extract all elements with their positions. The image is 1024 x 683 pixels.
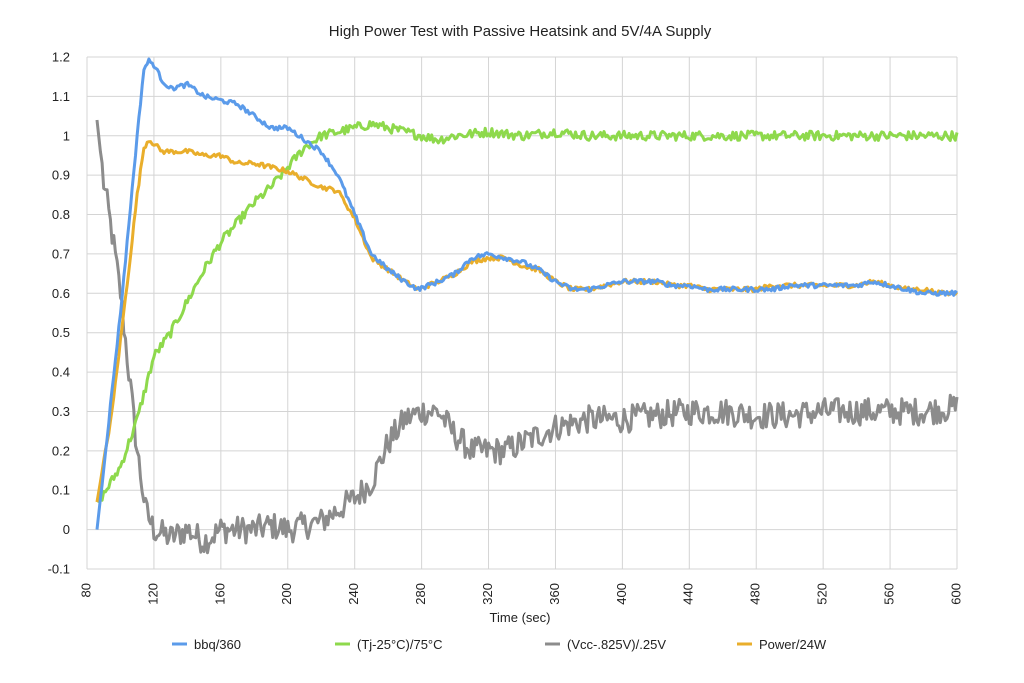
x-tick-label: 440 [681,583,696,605]
x-tick-label: 320 [480,583,495,605]
grid [86,56,958,570]
legend-label: bbq/360 [194,637,241,652]
legend-label: (Tj-25°C)/75°C [357,637,443,652]
x-tick-label: 240 [346,583,361,605]
x-tick-label: 560 [882,583,897,605]
legend-label: (Vcc-.825V)/.25V [567,637,666,652]
y-tick-label: 1.2 [52,50,70,65]
series-line [95,119,959,555]
series-line [95,140,959,503]
series-line [95,57,958,530]
x-tick-label: 280 [413,583,428,605]
x-axis-ticks: 80 120 160 200 240 280 320 360 400 440 480 520 560 60… [78,583,963,605]
y-tick-label: 0.7 [52,246,70,261]
legend-label: Power/24W [759,637,827,652]
y-tick-label: -0.1 [48,562,70,577]
x-tick-label: 200 [279,583,294,605]
y-tick-label: 1 [63,128,70,143]
x-tick-label: 600 [948,583,963,605]
y-tick-label: 0.1 [52,483,70,498]
x-tick-label: 480 [748,583,763,605]
x-tick-label: 520 [815,583,830,605]
y-tick-label: 0.9 [52,168,70,183]
series-layer [95,57,959,555]
x-tick-label: 400 [614,583,629,605]
chart-title: High Power Test with Passive Heatsink an… [329,23,712,40]
x-tick-label: 120 [145,583,160,605]
y-tick-label: 0.5 [52,325,70,340]
legend: bbq/360 (Tj-25°C)/75°C (Vcc-.825V)/.25V Pow… [172,637,827,652]
y-tick-label: 0.3 [52,404,70,419]
x-axis-label: Time (sec) [490,610,551,625]
y-tick-label: 1.1 [52,89,70,104]
x-tick-label: 80 [78,583,93,597]
y-tick-label: 0.8 [52,207,70,222]
x-tick-label: 360 [547,583,562,605]
x-tick-label: 160 [212,583,227,605]
y-tick-label: 0 [63,522,70,537]
series-line [95,120,959,504]
y-tick-label: 0.4 [52,365,70,380]
y-tick-label: 0.6 [52,286,70,301]
y-tick-label: 0.2 [52,443,70,458]
y-axis-ticks: 1.2 1.1 1 0.9 0.8 0.7 0.6 0.5 0.4 0.3 0.2 0.1 0 -0.1 [48,50,70,577]
